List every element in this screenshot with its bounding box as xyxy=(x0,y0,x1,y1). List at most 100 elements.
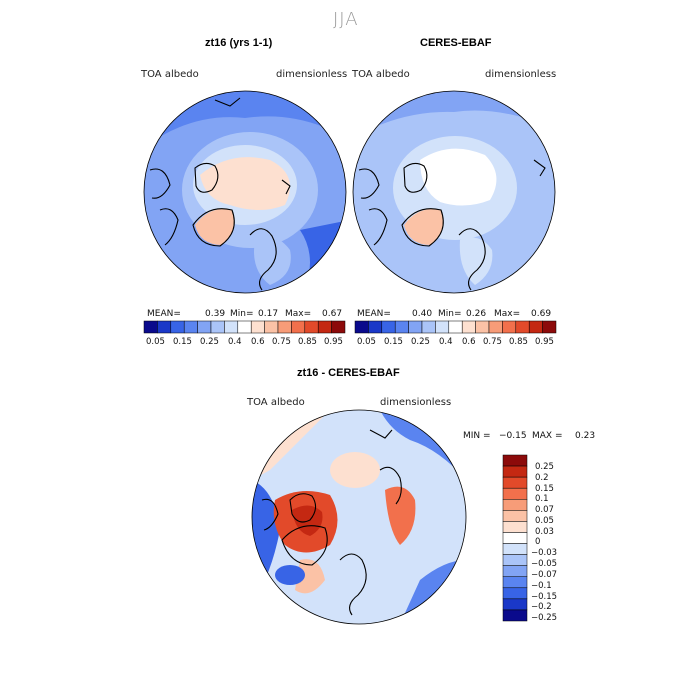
panel-1-max: 0.67 xyxy=(322,309,343,319)
panel-2-cb-tick: 0.95 xyxy=(535,337,554,347)
panel-1-min-label: Min= xyxy=(230,309,254,319)
panel-1-mean: 0.39 xyxy=(205,309,226,319)
panel-2-min-label: Min= xyxy=(438,309,462,319)
panel-3-cb-tick: −0.2 xyxy=(531,602,552,612)
colorbar-swatch xyxy=(408,320,423,334)
panel-3-title: zt16 - CERES-EBAF xyxy=(297,367,400,379)
colorbar-swatch xyxy=(250,320,265,334)
panel-3-max-label: MAX = xyxy=(532,431,563,441)
panel-2-cb-tick: 0.75 xyxy=(483,337,502,347)
panel-1-cb-tick: 0.4 xyxy=(228,337,242,347)
colorbar-swatch xyxy=(210,320,225,334)
panel-3-cb-tick: −0.05 xyxy=(531,559,558,569)
panel-1-min: 0.17 xyxy=(258,309,279,319)
colorbar-swatch xyxy=(143,320,158,334)
colorbar-swatch xyxy=(502,543,528,555)
panel-3-max: 0.23 xyxy=(575,431,596,441)
colorbar-swatch xyxy=(183,320,198,334)
colorbar-swatch xyxy=(502,499,528,511)
colorbar-swatch xyxy=(502,598,528,611)
panel-3-cb-tick: 0.25 xyxy=(535,462,554,472)
panel-1-map xyxy=(143,90,347,294)
panel-1-cb-tick: 0.95 xyxy=(324,337,343,347)
colorbar-swatch xyxy=(448,320,463,334)
colorbar-swatch xyxy=(170,320,185,334)
figure-title: JJA xyxy=(333,9,359,30)
colorbar-swatch xyxy=(502,587,528,600)
panel-2-max: 0.69 xyxy=(531,309,552,319)
panel-1-mean-label: MEAN= xyxy=(147,309,181,319)
colorbar-swatch xyxy=(354,320,369,334)
panel-1-cb-tick: 0.6 xyxy=(251,337,265,347)
colorbar-swatch xyxy=(224,320,239,334)
panel-2-variable: TOA albedo xyxy=(352,69,410,80)
panel-1-units: dimensionless xyxy=(276,69,348,80)
panel-2-max-label: Max= xyxy=(494,309,521,319)
colorbar-swatch xyxy=(502,487,528,500)
panel-3-cb-tick: −0.07 xyxy=(531,570,558,580)
panel-1-cb-tick: 0.25 xyxy=(200,337,219,347)
panel-2-cb-tick: 0.25 xyxy=(411,337,430,347)
panel-1-cb-tick: 0.15 xyxy=(173,337,192,347)
panel-3-units: dimensionless xyxy=(380,397,452,408)
panel-2-map xyxy=(352,90,556,294)
panel-2-cb-tick: 0.05 xyxy=(357,337,376,347)
panel-3-map xyxy=(251,409,467,625)
colorbar-swatch xyxy=(488,320,503,334)
panel-1-cb-tick: 0.75 xyxy=(272,337,291,347)
panel-1-cb-tick: 0.85 xyxy=(298,337,317,347)
colorbar-swatch xyxy=(502,554,528,566)
colorbar-swatch xyxy=(502,576,528,589)
colorbar-swatch xyxy=(331,320,346,334)
panel-3-cb-tick: −0.1 xyxy=(531,581,552,591)
colorbar-swatch xyxy=(542,320,557,334)
panel-2-cb-tick: 0.15 xyxy=(384,337,403,347)
panel-3-variable: TOA albedo xyxy=(247,397,305,408)
colorbar-swatch xyxy=(304,320,319,334)
colorbar-swatch xyxy=(502,532,528,544)
colorbar-swatch xyxy=(502,521,528,533)
colorbar-swatch xyxy=(502,510,528,522)
colorbar-swatch xyxy=(421,320,436,334)
panel-1-cb-tick: 0.05 xyxy=(146,337,165,347)
panel-3-cb-tick: 0.2 xyxy=(535,473,549,483)
panel-3-cb-tick: 0.05 xyxy=(535,516,554,526)
panel-2-cb-tick: 0.6 xyxy=(462,337,476,347)
panel-3-cb-tick: 0.07 xyxy=(535,505,554,515)
panel-2-units: dimensionless xyxy=(485,69,557,80)
colorbar-swatch xyxy=(368,320,383,334)
panel-2-mean: 0.40 xyxy=(412,309,433,319)
panel-3-min-label: MIN = xyxy=(463,431,491,441)
colorbar-swatch xyxy=(528,320,543,334)
panel-3-cb-tick: 0.03 xyxy=(535,527,554,537)
colorbar-swatch xyxy=(475,320,490,334)
panel-3-cb-tick: −0.15 xyxy=(531,592,558,602)
panel-2-mean-label: MEAN= xyxy=(357,309,391,319)
colorbar-swatch xyxy=(502,565,528,577)
colorbar-swatch xyxy=(435,320,450,334)
panel-3-cb-tick: −0.25 xyxy=(531,613,558,623)
panel-3-cb-tick: −0.03 xyxy=(531,548,558,558)
colorbar-swatch xyxy=(502,454,528,467)
panel-1-variable: TOA albedo xyxy=(141,69,199,80)
colorbar-swatch xyxy=(291,320,306,334)
colorbar-swatch xyxy=(157,320,172,334)
colorbar-swatch xyxy=(515,320,530,334)
panel-2-colorbar xyxy=(354,320,557,334)
colorbar-swatch xyxy=(502,465,528,478)
panel-3-cb-tick: 0 xyxy=(535,537,541,547)
panel-2-cb-tick: 0.85 xyxy=(509,337,528,347)
panel-1-title: zt16 (yrs 1-1) xyxy=(205,37,273,49)
colorbar-swatch xyxy=(317,320,332,334)
panel-1-colorbar xyxy=(143,320,346,334)
colorbar-swatch xyxy=(381,320,396,334)
colorbar-swatch xyxy=(197,320,212,334)
panel-2-title: CERES-EBAF xyxy=(420,37,492,49)
panel-2-min: 0.26 xyxy=(466,309,487,319)
panel-3-cb-tick: 0.15 xyxy=(535,484,554,494)
colorbar-swatch xyxy=(502,476,528,489)
panel-2-cb-tick: 0.4 xyxy=(439,337,453,347)
colorbar-swatch xyxy=(237,320,252,334)
colorbar-swatch xyxy=(461,320,476,334)
